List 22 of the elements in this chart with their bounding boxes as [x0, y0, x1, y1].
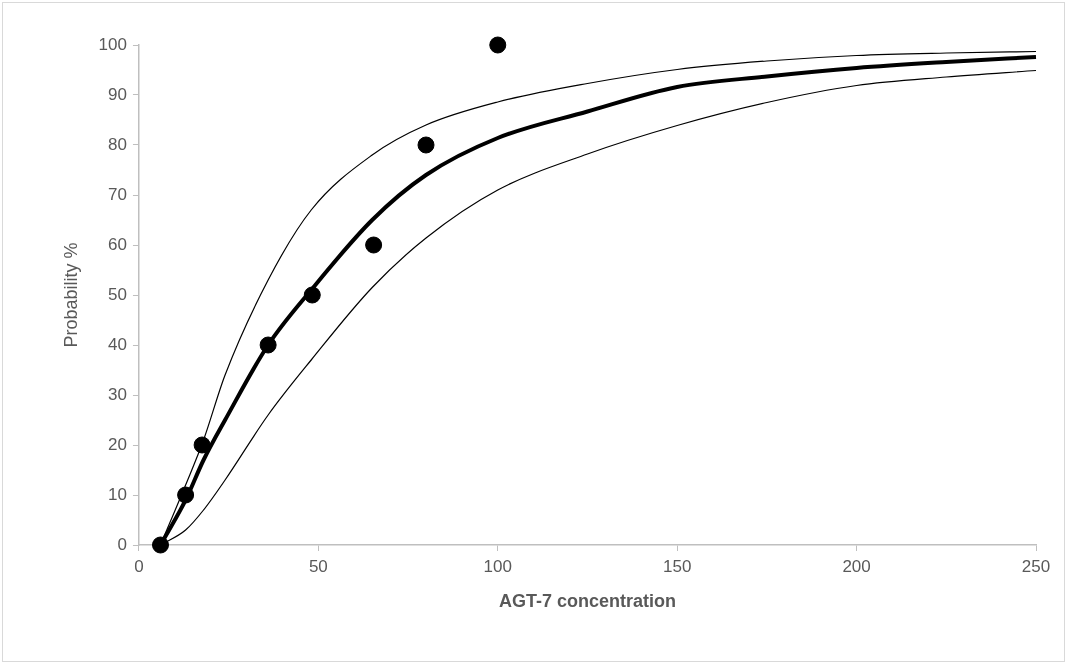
y-tick-label: 10 [108, 484, 127, 504]
y-axis-title: Probability % [60, 242, 81, 348]
x-tick-label: 250 [1021, 556, 1051, 576]
point [489, 36, 507, 54]
x-tick-label: 200 [842, 556, 871, 576]
y-tick-label: 80 [108, 134, 127, 154]
y-tick-label: 40 [108, 334, 127, 354]
y-tick-label: 60 [108, 234, 127, 254]
point [365, 236, 383, 254]
y-tick-label: 100 [98, 34, 127, 54]
x-tick-label: 50 [308, 556, 328, 576]
y-tick-label: 70 [108, 184, 127, 204]
y-tick-label: 20 [108, 434, 127, 454]
x-tick-label: 100 [483, 556, 512, 576]
x-axis-title: AGT-7 concentration [498, 591, 676, 612]
y-tick-label: 90 [108, 84, 127, 104]
x-tick-label: 150 [663, 556, 692, 576]
y-tick-label: 50 [108, 284, 127, 304]
point [417, 136, 435, 154]
y-tick-label: 0 [117, 534, 127, 554]
x-tick-label: 0 [134, 556, 144, 576]
y-tick-label: 30 [108, 384, 127, 404]
